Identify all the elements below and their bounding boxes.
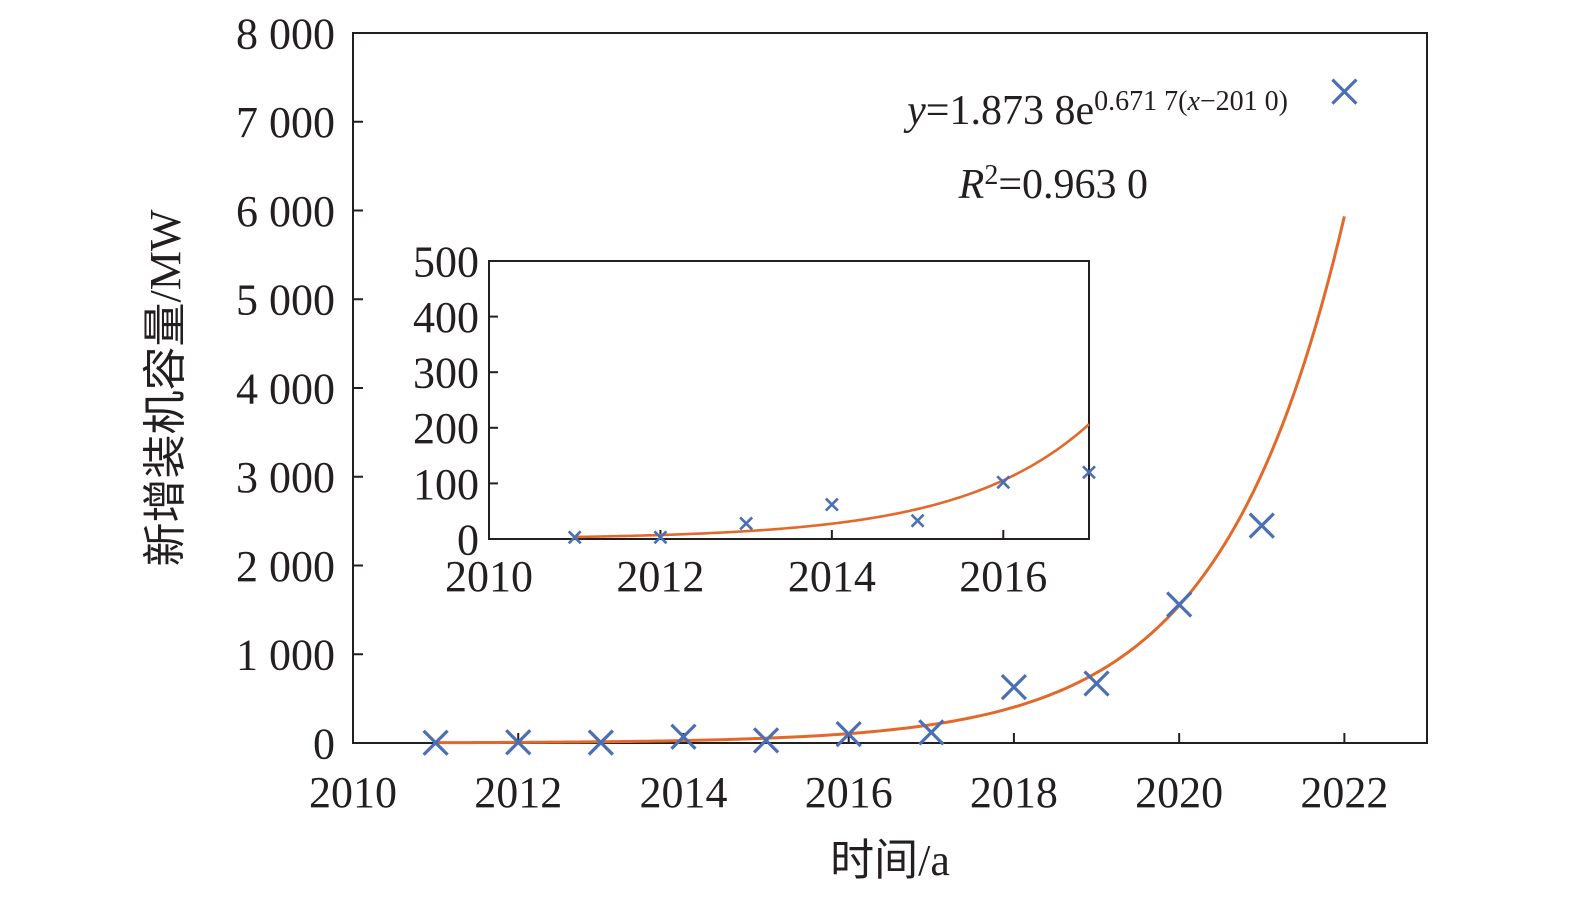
main-y-tick-label: 3 000 xyxy=(236,453,335,502)
main-y-tick-label: 5 000 xyxy=(236,276,335,325)
inset-data-point xyxy=(824,497,839,512)
main-x-tick-label: 2014 xyxy=(639,768,727,817)
main-data-point xyxy=(505,729,532,756)
y-axis-label: 新增装机容量/MW xyxy=(141,209,190,566)
r2-sup: 2 xyxy=(984,160,998,191)
inset-data-point xyxy=(1082,465,1096,480)
inset-data-point xyxy=(910,513,925,528)
main-y-tick-label: 6 000 xyxy=(236,187,335,236)
x-axis-label: 时间/a xyxy=(830,836,950,885)
inset-data-point xyxy=(739,516,754,531)
main-data-points xyxy=(422,78,1358,756)
r2-r: R xyxy=(958,162,985,208)
svg-text:R2=0.963 0: R2=0.963 0 xyxy=(958,160,1148,208)
main-trendline xyxy=(435,216,1346,745)
main-data-point xyxy=(1166,591,1193,618)
main-x-tick-label: 2022 xyxy=(1300,768,1388,817)
inset-y-tick-label: 300 xyxy=(413,349,479,398)
main-data-point xyxy=(918,719,945,746)
main-y-tick-label: 2 000 xyxy=(236,542,335,591)
inset-plot-frame xyxy=(488,260,1090,540)
inset-plot: 2010 2012 2014 2016 0 100 200 300 400 500 xyxy=(413,237,1096,601)
equation-exponent: 0.671 7( xyxy=(1094,86,1187,117)
main-data-point xyxy=(752,727,780,754)
inset-y-tick-label: 100 xyxy=(413,460,479,509)
main-data-point xyxy=(1331,78,1358,105)
inset-y-tick-label: 200 xyxy=(413,404,479,453)
main-data-point xyxy=(835,720,862,748)
inset-x-tick-label: 2010 xyxy=(445,552,533,601)
main-x-tick-label: 2018 xyxy=(970,768,1058,817)
inset-y-tick-label: 0 xyxy=(457,515,479,564)
main-data-point xyxy=(422,729,449,756)
main-y-tick-label: 7 000 xyxy=(236,98,335,147)
trendline-equation: y=1.873 8e0.671 7(x−201 0) R2=0.963 0 xyxy=(903,86,1288,208)
main-trendline-path xyxy=(435,216,1346,745)
inset-data-points xyxy=(567,465,1096,545)
main-data-point xyxy=(1000,673,1028,701)
inset-trendline-path xyxy=(574,423,1090,539)
svg-text:y=1.873 8e0.671 7(x−201 0): y=1.873 8e0.671 7(x−201 0) xyxy=(903,86,1288,134)
inset-data-point xyxy=(567,530,582,545)
main-data-point xyxy=(1083,670,1110,697)
main-data-point xyxy=(587,729,614,756)
main-data-point xyxy=(670,723,697,750)
inset-x-tick-label: 2016 xyxy=(959,552,1047,601)
inset-trendline xyxy=(574,423,1090,539)
inset-y-tick-label: 500 xyxy=(413,237,479,286)
r2-value: =0.963 0 xyxy=(998,162,1148,208)
main-y-tick-label: 4 000 xyxy=(236,364,335,413)
main-x-tick-label: 2016 xyxy=(805,768,893,817)
main-y-tick-label: 8 000 xyxy=(236,9,335,58)
equation-rhs: =1.873 8e xyxy=(926,88,1094,134)
inset-axis-ticks: 2010 2012 2014 2016 0 100 200 300 400 500 xyxy=(413,237,1047,601)
equation-exponent-x: x xyxy=(1186,86,1200,117)
main-x-tick-label: 2010 xyxy=(309,768,397,817)
main-y-tick-label: 0 xyxy=(313,719,335,768)
main-data-point xyxy=(1248,512,1275,539)
main-x-tick-label: 2020 xyxy=(1135,768,1223,817)
equation-exponent-tail: −201 0) xyxy=(1200,86,1288,117)
main-axis-ticks: 2010 2012 2014 2016 2018 2020 2022 0 1 000 2 000 3… xyxy=(236,9,1388,817)
inset-x-tick-label: 2012 xyxy=(616,552,704,601)
equation-y: y xyxy=(903,88,926,134)
inset-data-point xyxy=(653,530,668,545)
inset-y-tick-label: 400 xyxy=(413,293,479,342)
main-y-tick-label: 1 000 xyxy=(236,631,335,680)
main-plot: 2010 2012 2014 2016 2018 2020 2022 0 1 000 2 000 3… xyxy=(141,9,1428,885)
main-x-tick-label: 2012 xyxy=(474,768,562,817)
inset-data-point xyxy=(996,475,1011,490)
inset-x-tick-label: 2014 xyxy=(788,552,876,601)
